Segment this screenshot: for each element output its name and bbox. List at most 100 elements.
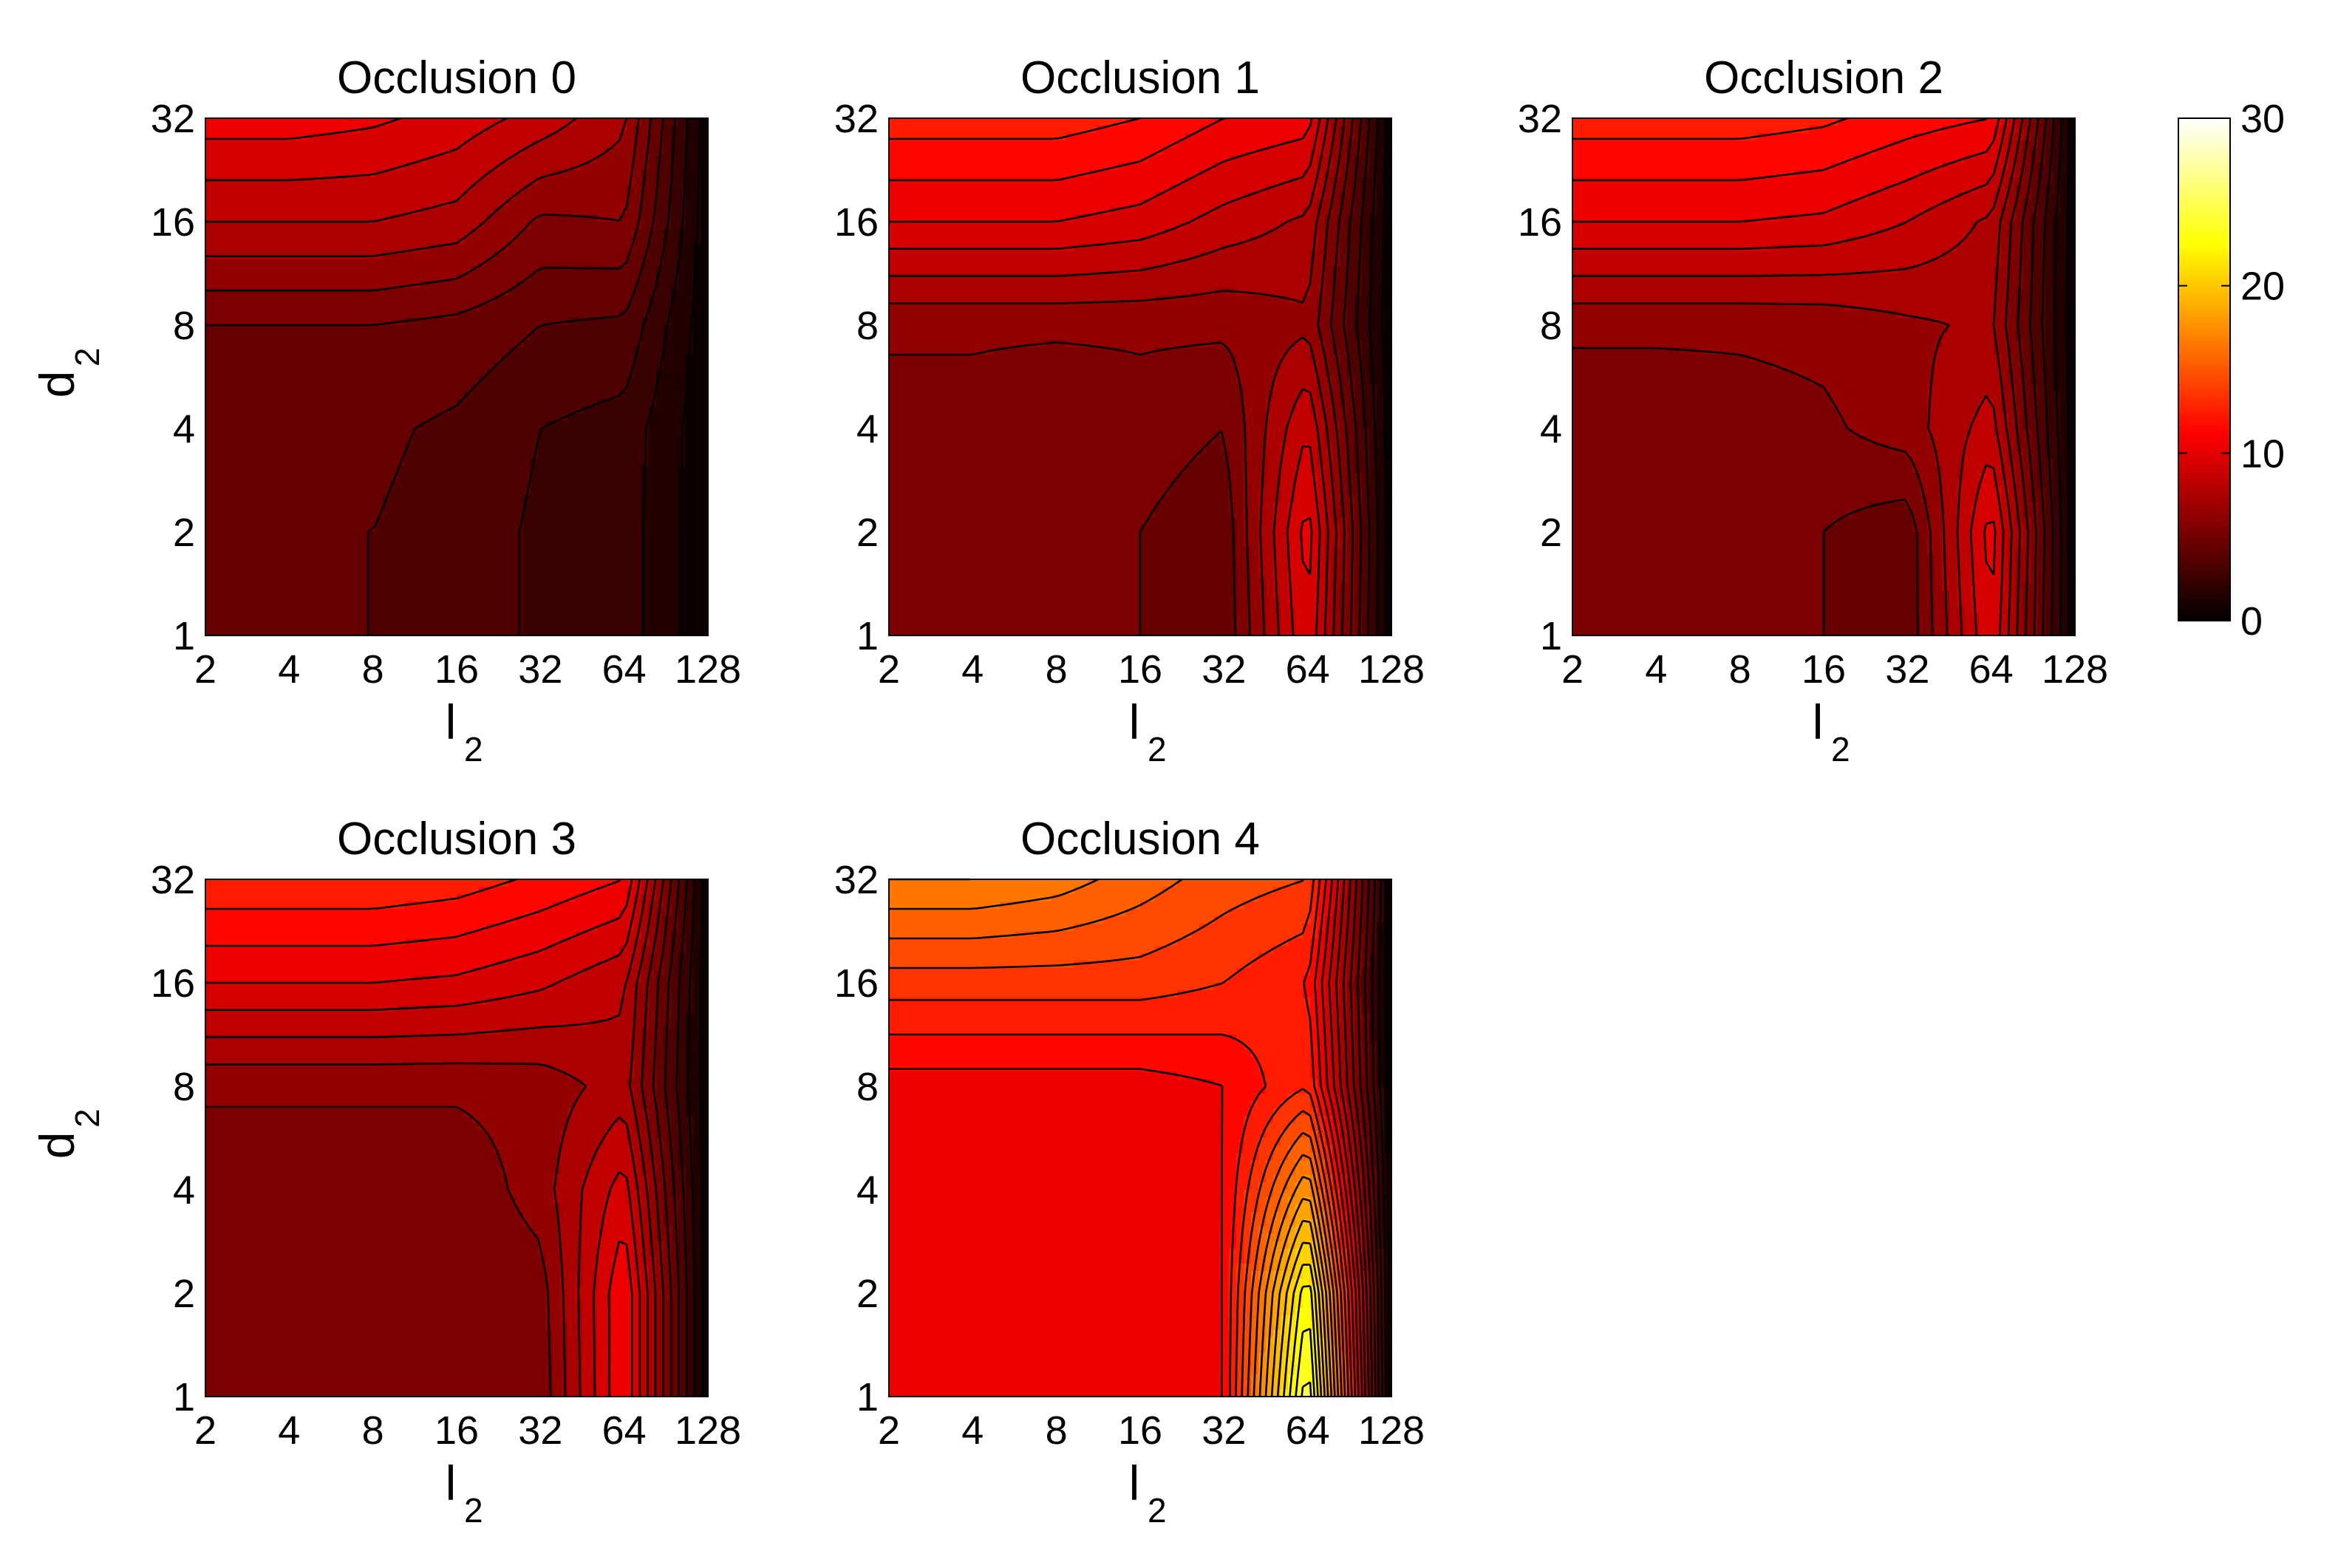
contour-cell [575, 628, 583, 636]
contour-cell [464, 333, 472, 341]
contour-cell [265, 517, 273, 525]
contour-cell [301, 599, 310, 607]
contour-cell [272, 155, 280, 163]
contour-cell [1332, 126, 1340, 134]
contour-cell [494, 613, 502, 621]
contour-cell [926, 133, 934, 141]
contour-cell [324, 192, 332, 200]
contour-cell [220, 140, 228, 149]
contour-cell [634, 200, 642, 208]
contour-cell [553, 399, 561, 407]
contour-cell [383, 377, 391, 385]
contour-cell [442, 192, 450, 200]
contour-cell [523, 539, 531, 548]
y-axis-label-text: d [30, 371, 84, 398]
contour-cell [538, 562, 546, 570]
contour-cell [279, 303, 287, 311]
contour-cell [671, 259, 679, 267]
contour-cell [664, 488, 672, 496]
contour-cell [390, 414, 398, 422]
contour-cell [361, 207, 369, 215]
contour-cell [701, 569, 709, 577]
contour-cell [641, 502, 650, 511]
contour-cell [272, 436, 280, 444]
contour-cell [383, 406, 391, 415]
contour-cell [405, 377, 413, 385]
contour-cell [545, 392, 553, 400]
contour-cell [213, 502, 221, 511]
contour-cell [405, 554, 413, 562]
contour-cell [368, 325, 376, 333]
contour-cell [479, 525, 487, 533]
contour-cell [398, 517, 406, 525]
contour-cell [250, 443, 258, 451]
contour-cell [427, 569, 435, 577]
contour-cell [353, 347, 361, 355]
contour-cell [412, 495, 420, 503]
contour-cell [427, 451, 435, 459]
contour-cell [582, 133, 590, 141]
contour-cell [228, 281, 236, 289]
contour-cell [508, 229, 517, 237]
contour-cell [686, 421, 694, 429]
contour-cell [686, 244, 694, 252]
contour-cell [568, 599, 576, 607]
contour-cell [398, 303, 406, 311]
contour-cell [442, 177, 450, 185]
contour-cell [213, 355, 221, 363]
contour-cell [471, 148, 480, 156]
contour-cell [553, 303, 561, 311]
contour-cell [235, 429, 243, 437]
contour-cell [604, 628, 613, 636]
contour-cell [471, 288, 480, 296]
contour-cell [257, 214, 265, 222]
contour-cell [471, 170, 480, 178]
contour-cell [656, 480, 664, 488]
contour-cell [309, 236, 317, 245]
contour-cell [597, 628, 605, 636]
contour-cell [516, 406, 524, 415]
contour-cell [604, 480, 613, 488]
contour-cell [671, 532, 679, 540]
contour-cell [442, 318, 450, 326]
contour-cell [619, 281, 627, 289]
contour-cell [294, 584, 302, 592]
contour-cell [538, 613, 546, 621]
contour-cell [427, 392, 435, 400]
contour-cell [353, 133, 361, 141]
contour-cell [398, 554, 406, 562]
contour-cell [686, 621, 694, 629]
contour-cell [316, 532, 324, 540]
contour-cell [427, 525, 435, 533]
contour-cell [316, 591, 324, 599]
contour-cell [560, 591, 568, 599]
contour-cell [375, 325, 384, 333]
contour-cell [678, 628, 686, 636]
contour-cell [464, 488, 472, 496]
contour-cell [324, 414, 332, 422]
contour-cell [531, 355, 539, 363]
contour-cell [235, 170, 243, 178]
contour-cell [486, 362, 494, 370]
contour-cell [316, 606, 324, 614]
contour-cell [545, 525, 553, 533]
contour-cell [257, 229, 265, 237]
contour-cell [531, 259, 539, 267]
contour-cell [220, 480, 228, 488]
contour-cell [634, 392, 642, 400]
contour-cell [213, 414, 221, 422]
contour-cell [627, 443, 635, 451]
contour-cell [205, 273, 214, 282]
contour-cell [309, 584, 317, 592]
contour-cell [575, 200, 583, 208]
contour-cell [471, 318, 480, 326]
contour-cell [641, 259, 650, 267]
contour-cell [471, 340, 480, 348]
contour-cell [649, 177, 657, 185]
contour-cell [545, 318, 553, 326]
contour-cell [228, 384, 236, 392]
contour-cell [375, 399, 384, 407]
contour-cell [420, 236, 428, 245]
contour-cell [331, 532, 339, 540]
contour-cell [220, 362, 228, 370]
